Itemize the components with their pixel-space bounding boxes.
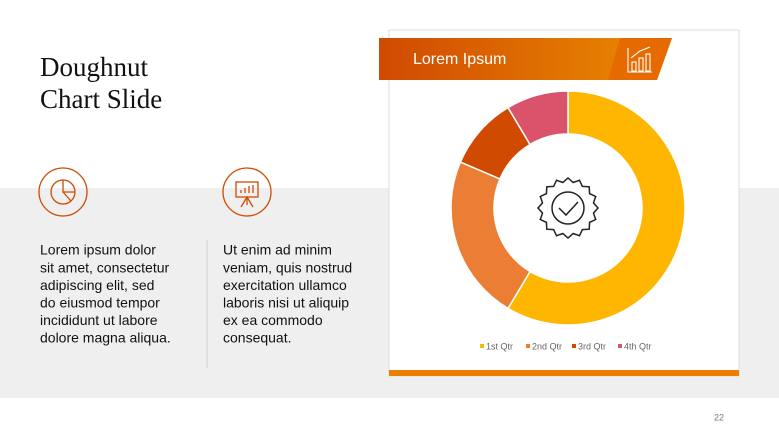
- legend-label: 1st Qtr: [486, 341, 513, 351]
- header-icon: [627, 46, 652, 73]
- paragraph-line: laboris nisi ut aliquip: [223, 295, 349, 311]
- chart-header: [379, 38, 672, 80]
- doughnut-segment: [506, 90, 686, 326]
- legend-label: 3rd Qtr: [578, 341, 606, 351]
- pie-icon: [38, 167, 88, 217]
- paragraph-line: veniam, quis nostrud: [223, 259, 352, 275]
- legend-swatch: [526, 344, 530, 348]
- header-icon-box: [608, 38, 672, 80]
- paragraph-line: do eiusmod tempor: [40, 295, 160, 311]
- slide-title: Doughnut: [40, 52, 148, 82]
- legend-swatch: [618, 344, 622, 348]
- doughnut: [450, 90, 686, 326]
- doughnut-segment: [506, 90, 569, 146]
- paragraph-line: consequat.: [223, 330, 292, 346]
- presentation-icon: [222, 167, 272, 217]
- slide-title: Chart Slide: [40, 84, 162, 114]
- paragraph-line: Lorem ipsum dolor: [40, 242, 156, 258]
- legend-label: 4th Qtr: [624, 341, 652, 351]
- paragraph-line: dolore magna aliqua.: [40, 330, 171, 346]
- paragraph-line: ex ea commodo: [223, 312, 323, 328]
- badge-icon: [536, 176, 600, 240]
- page-number: 22: [714, 412, 724, 422]
- paragraph-line: adipiscing elit, sed: [40, 277, 154, 293]
- legend-swatch: [572, 344, 576, 348]
- legend-swatch: [480, 344, 484, 348]
- paragraph-line: Ut enim ad minim: [223, 242, 332, 258]
- chart-title: Lorem Ipsum: [413, 51, 506, 68]
- legend: 1st Qtr 2nd Qtr 3rd Qtr 4th Qtr: [480, 341, 652, 351]
- legend-label: 2nd Qtr: [532, 341, 562, 351]
- paragraph-line: exercitation ullamco: [223, 277, 347, 293]
- paragraph-line: incididunt ut labore: [40, 312, 158, 328]
- card-footer-bar: [389, 370, 739, 376]
- paragraph-line: sit amet, consectetur: [40, 259, 170, 275]
